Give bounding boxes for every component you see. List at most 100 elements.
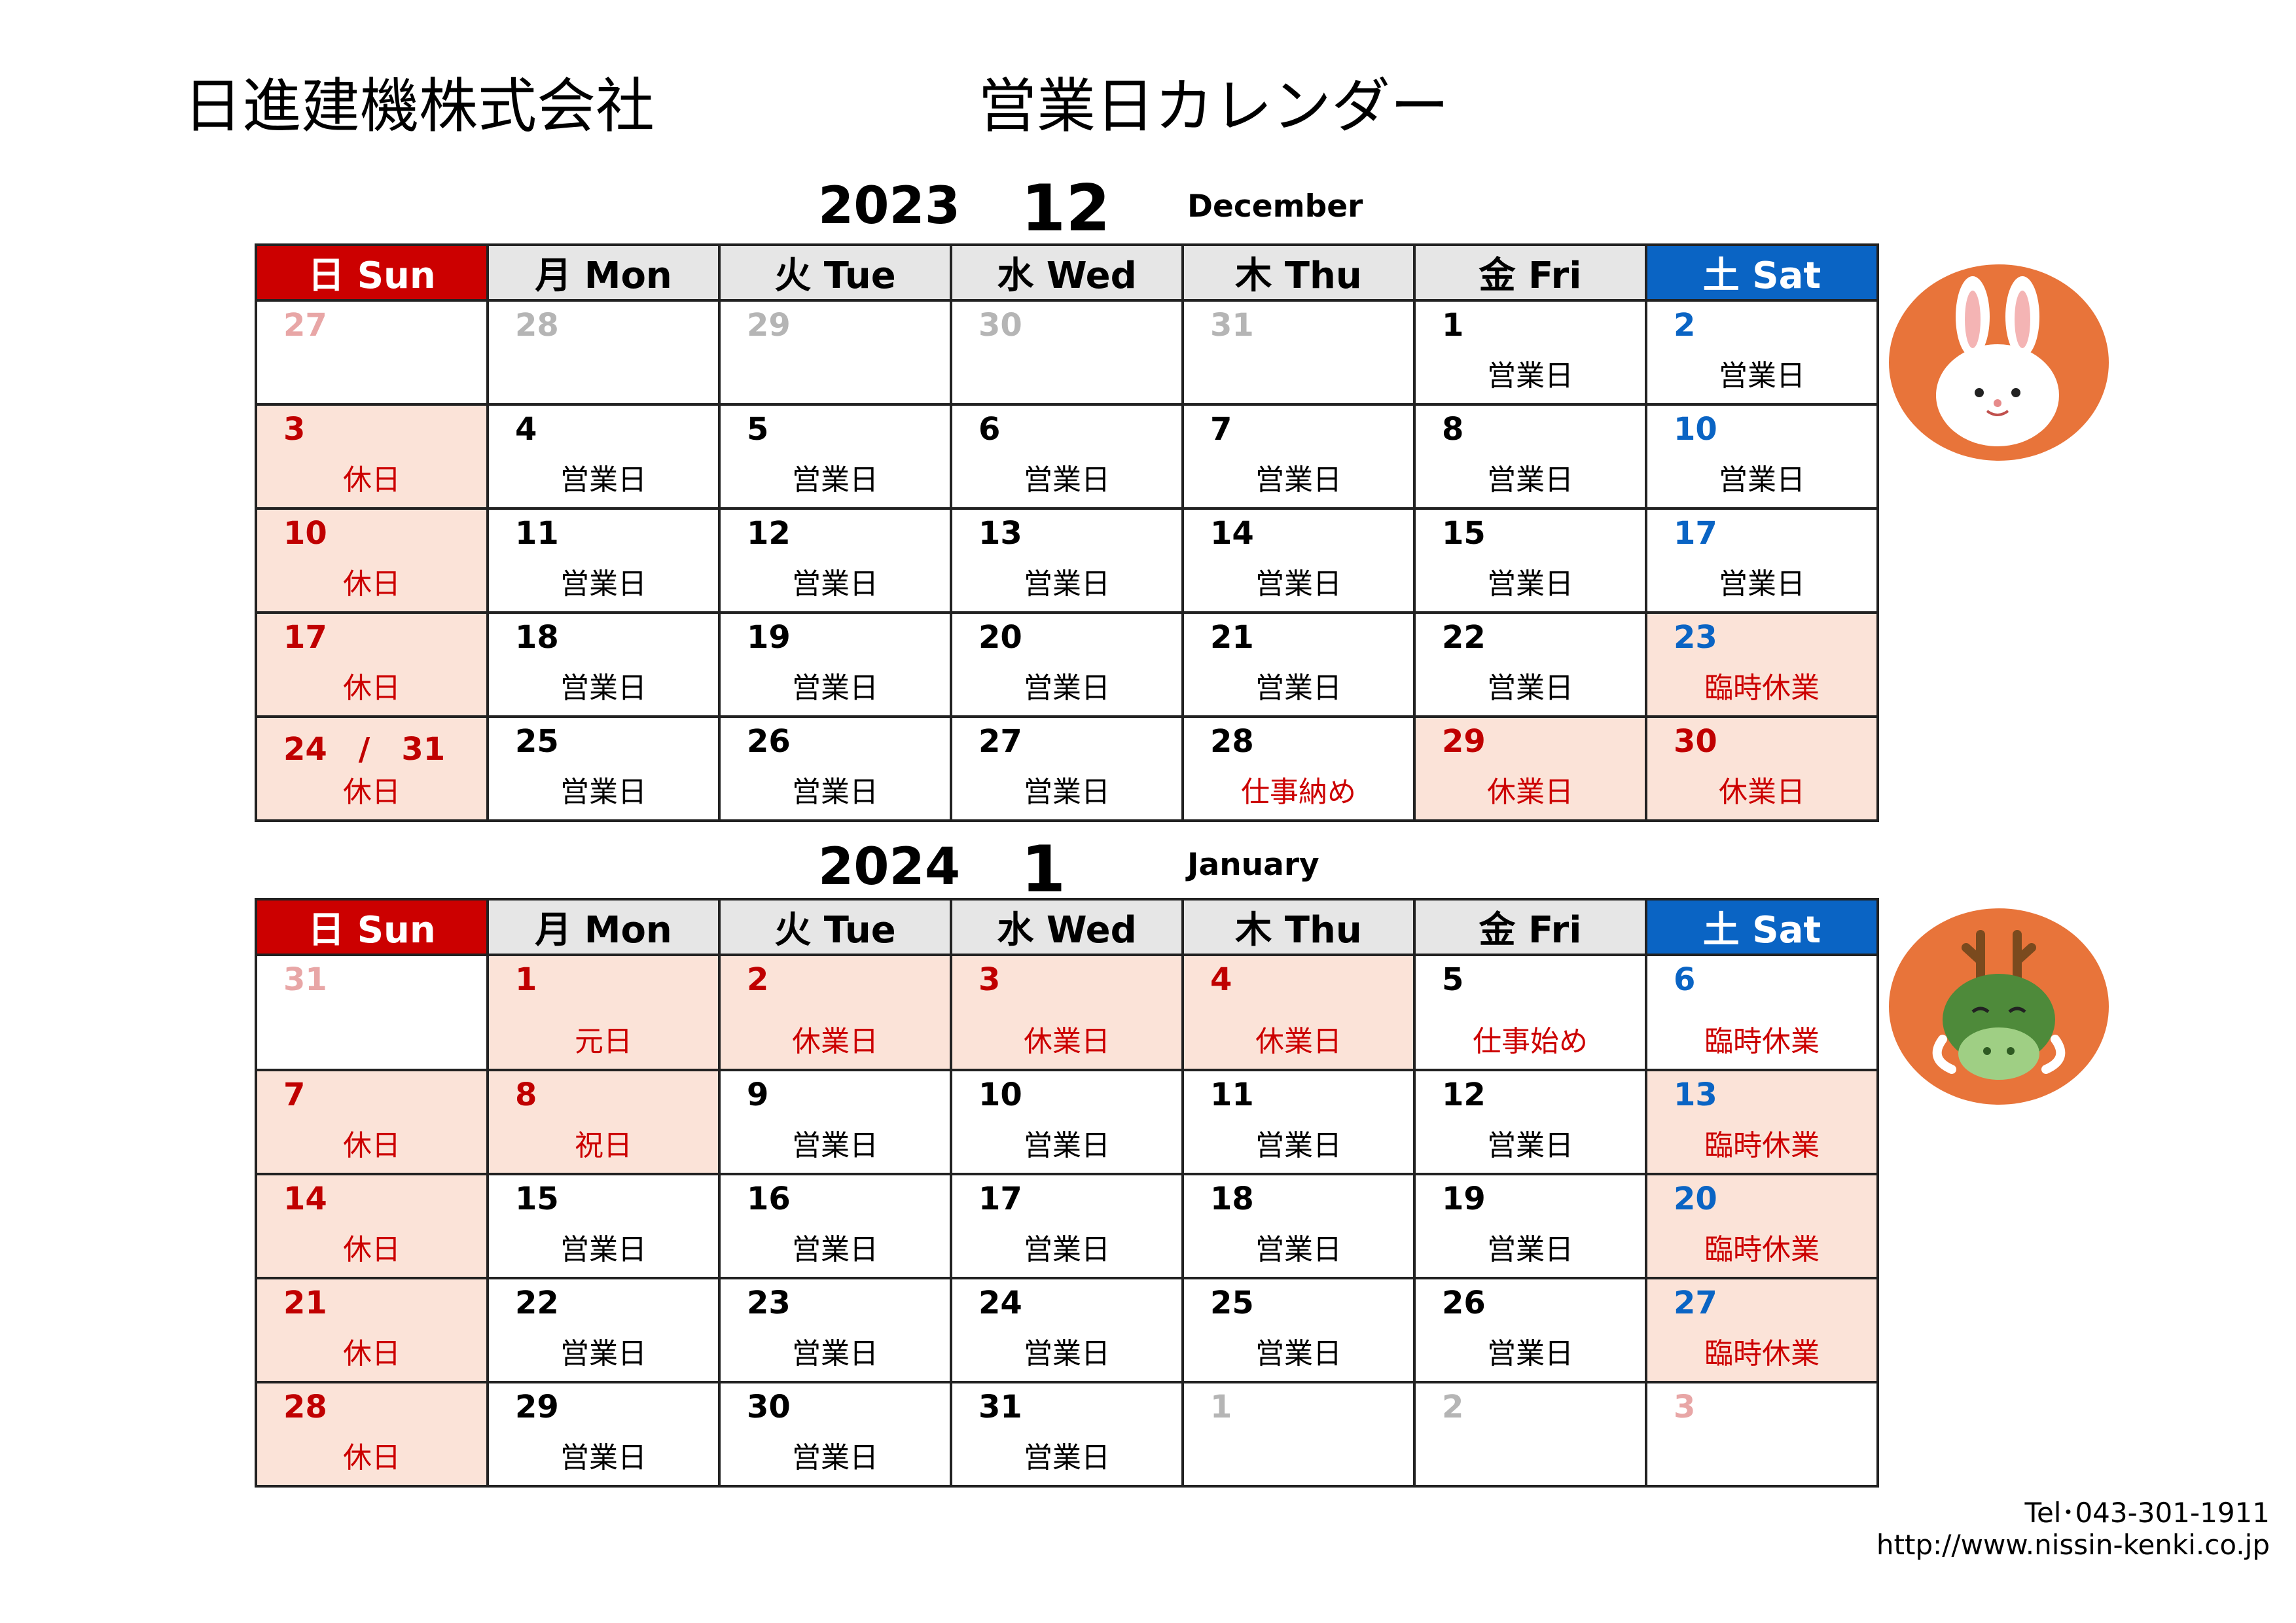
day-number: 10 (978, 1077, 1022, 1113)
day-number: 4 (1210, 961, 1232, 998)
day-cell: 4 休業日 (1181, 954, 1416, 1071)
day-cell: 31 (255, 954, 489, 1071)
day-status: 営業日 (1255, 671, 1342, 705)
day-cell: 15 営業日 (486, 1173, 721, 1279)
day-status: 臨時休業 (1704, 1025, 1820, 1058)
company-name: 日進建機株式会社 (183, 72, 655, 141)
day-number: 7 (1210, 411, 1232, 448)
day-status: 営業日 (792, 567, 878, 601)
day-number: 12 (747, 515, 791, 552)
day-number: 21 (283, 1285, 327, 1321)
day-status: 営業日 (1487, 567, 1573, 601)
day-number: 28 (515, 307, 559, 344)
day-status: 休業日 (1719, 776, 1805, 809)
day-number: 22 (515, 1285, 559, 1321)
day-status: 臨時休業 (1704, 671, 1820, 705)
day-number: 15 (1442, 515, 1486, 552)
day-number: 12 (1442, 1077, 1486, 1113)
day-number: 28 (283, 1389, 327, 1425)
weekday-header-row: 日 Sun 月 Mon 火 Tue 水 Wed 木 Thu 金 Fri 土 Sat (255, 243, 1879, 302)
day-number: 3 (283, 411, 306, 448)
day-cell: 6 臨時休業 (1645, 954, 1879, 1071)
day-cell: 29 休業日 (1413, 715, 1647, 822)
day-number: 1 (1210, 1389, 1232, 1425)
day-status: 営業日 (1487, 1337, 1573, 1370)
day-status: 営業日 (792, 1233, 878, 1266)
day-cell: 24 / 31 休日 (255, 715, 489, 822)
day-number: 8 (515, 1077, 537, 1113)
day-cell: 22 営業日 (486, 1277, 721, 1383)
day-status: 仕事納め (1241, 776, 1356, 809)
day-status: 営業日 (1487, 1129, 1573, 1162)
day-status: 営業日 (560, 567, 647, 601)
day-number: 25 (1210, 1285, 1254, 1321)
week-row: 24 / 31 休日 25 営業日 26 営業日 27 営業日 28 仕事納め 29 休業日 30 休業日 (255, 715, 1879, 822)
day-cell: 27 臨時休業 (1645, 1277, 1879, 1383)
day-cell: 10 休日 (255, 507, 489, 614)
day-cell: 19 営業日 (718, 611, 952, 718)
day-cell: 1 元日 (486, 954, 721, 1071)
day-status: 休日 (343, 1337, 401, 1370)
day-status: 営業日 (560, 1441, 647, 1474)
day-cell: 27 (255, 299, 489, 406)
month-name: January (1187, 847, 1319, 883)
day-cell: 20 臨時休業 (1645, 1173, 1879, 1279)
calendar-table-december: 日 Sun 月 Mon 火 Tue 水 Wed 木 Thu 金 Fri 土 Sat 27 28… (255, 243, 1879, 822)
day-number: 26 (1442, 1285, 1486, 1321)
day-status: 営業日 (1487, 359, 1573, 393)
day-number: 6 (978, 411, 1001, 448)
weekday-header: 木 Thu (1181, 243, 1416, 302)
day-cell: 31 (1181, 299, 1416, 406)
day-cell: 14 休日 (255, 1173, 489, 1279)
month-number: 1 (1021, 832, 1066, 907)
day-cell: 8 営業日 (1413, 403, 1647, 510)
day-status: 営業日 (792, 1129, 878, 1162)
day-cell: 11 営業日 (1181, 1069, 1416, 1175)
week-row: 28 休日 29 営業日 30 営業日 31 営業日 1 2 3 (255, 1381, 1879, 1488)
day-cell: 6 営業日 (950, 403, 1184, 510)
weekday-header: 月 Mon (486, 243, 721, 302)
day-status: 営業日 (1487, 671, 1573, 705)
day-number: 5 (747, 411, 769, 448)
day-cell: 2 休業日 (718, 954, 952, 1071)
day-number: 2 (1442, 1389, 1464, 1425)
day-cell: 28 仕事納め (1181, 715, 1416, 822)
week-row: 17 休日 18 営業日 19 営業日 20 営業日 21 営業日 22 営業日 23 臨時休業 (255, 611, 1879, 718)
day-number: 31 (1210, 307, 1254, 344)
day-status: 営業日 (792, 776, 878, 809)
day-cell: 12 営業日 (1413, 1069, 1647, 1175)
day-number: 27 (1674, 1285, 1717, 1321)
website-url[interactable]: http://www.nissin-kenki.co.jp (1876, 1529, 2270, 1561)
day-status: 営業日 (1255, 463, 1342, 497)
day-number: 30 (978, 307, 1022, 344)
day-number: 27 (283, 307, 327, 344)
day-number: 20 (1674, 1181, 1717, 1217)
day-number: 8 (1442, 411, 1464, 448)
day-status: 営業日 (1487, 1233, 1573, 1266)
day-cell: 28 (486, 299, 721, 406)
day-cell: 3 休日 (255, 403, 489, 510)
day-status: 臨時休業 (1704, 1129, 1820, 1162)
day-cell: 21 営業日 (1181, 611, 1416, 718)
day-cell: 15 営業日 (1413, 507, 1647, 614)
day-status: 営業日 (560, 1233, 647, 1266)
day-number: 11 (515, 515, 559, 552)
weekday-header: 月 Mon (486, 898, 721, 956)
day-status: 営業日 (1487, 463, 1573, 497)
day-status: 祝日 (575, 1129, 632, 1162)
day-cell: 17 営業日 (950, 1173, 1184, 1279)
day-number: 21 (1210, 619, 1254, 656)
day-number: 3 (978, 961, 1001, 998)
month-heading-december: 2023 12 December (0, 171, 2296, 257)
day-cell: 18 営業日 (1181, 1173, 1416, 1279)
day-number: 30 (747, 1389, 791, 1425)
day-cell: 8 祝日 (486, 1069, 721, 1175)
day-number: 10 (1674, 411, 1717, 448)
day-cell: 17 営業日 (1645, 507, 1879, 614)
day-number: 17 (283, 619, 327, 656)
day-cell: 9 営業日 (718, 1069, 952, 1175)
day-number: 31 (978, 1389, 1022, 1425)
day-number: 23 (747, 1285, 791, 1321)
day-cell: 2 (1413, 1381, 1647, 1488)
week-row: 14 休日 15 営業日 16 営業日 17 営業日 18 営業日 19 営業日 20 臨時休業 (255, 1173, 1879, 1279)
